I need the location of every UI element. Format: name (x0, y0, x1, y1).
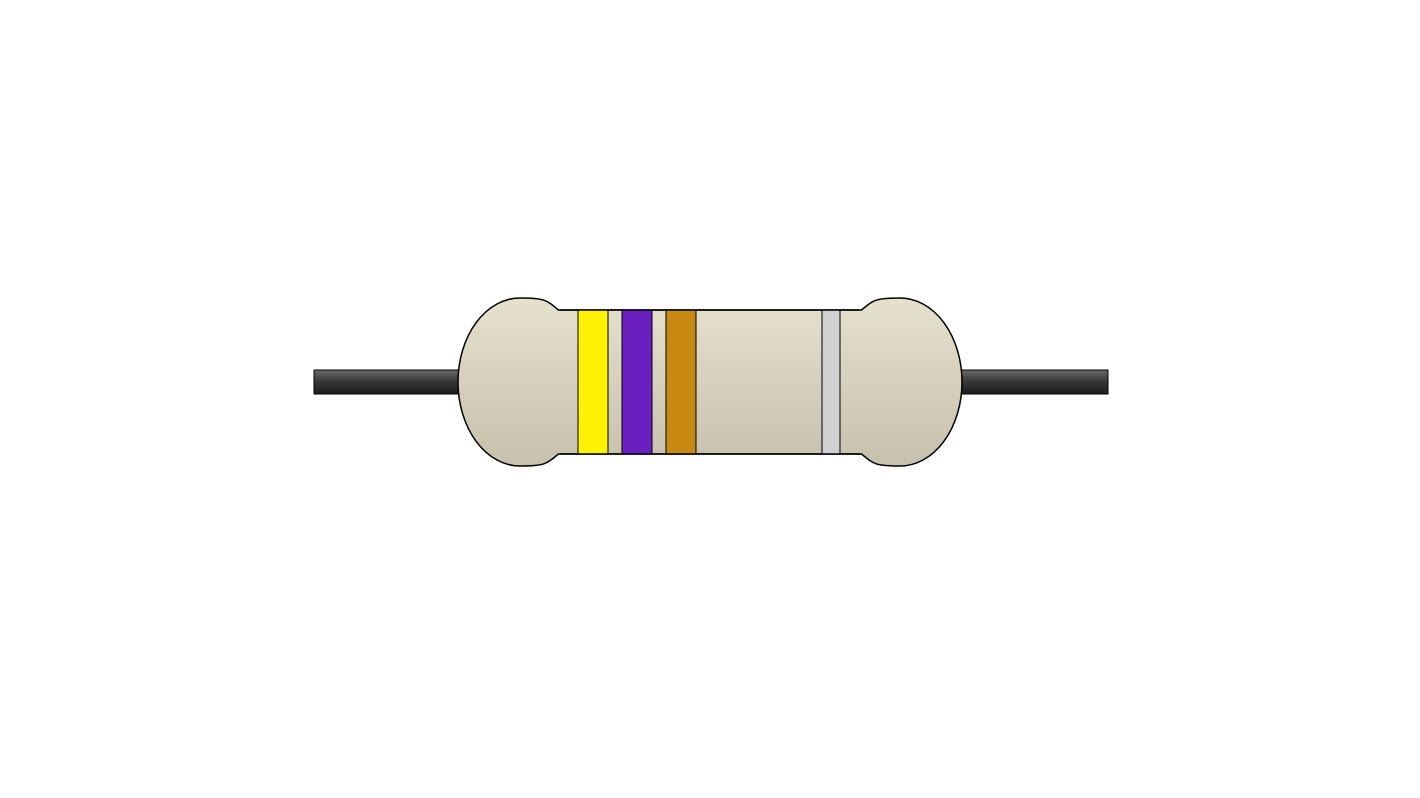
band-2 (622, 308, 652, 456)
resistor-body (458, 298, 962, 466)
lead-left (314, 370, 470, 394)
band-1 (578, 308, 608, 456)
resistor-diagram (0, 0, 1420, 798)
band-4 (822, 308, 840, 456)
lead-right (950, 370, 1108, 394)
band-3 (666, 308, 696, 456)
